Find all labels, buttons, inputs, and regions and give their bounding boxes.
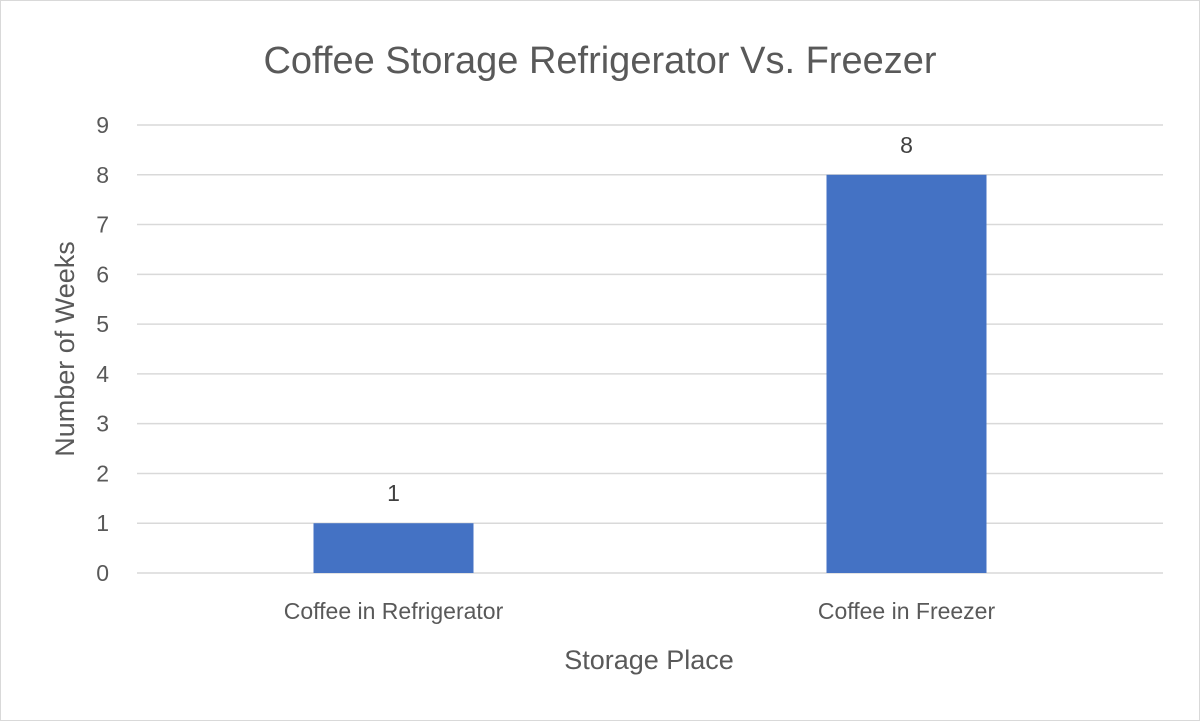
bar bbox=[313, 523, 474, 573]
y-tick-label: 7 bbox=[96, 212, 109, 238]
y-axis-ticks: 0 1 2 3 4 5 6 7 8 9 bbox=[96, 112, 109, 586]
y-tick-label: 4 bbox=[96, 361, 109, 387]
gridlines bbox=[137, 124, 1163, 574]
y-tick-label: 2 bbox=[96, 460, 109, 486]
x-axis-title: Storage Place bbox=[564, 645, 734, 675]
y-tick-label: 6 bbox=[96, 261, 109, 287]
x-tick-label: Coffee in Refrigerator bbox=[284, 598, 504, 624]
y-tick-label: 8 bbox=[96, 162, 109, 188]
x-tick-label: Coffee in Freezer bbox=[818, 598, 996, 624]
chart-title: Coffee Storage Refrigerator Vs. Freezer bbox=[263, 40, 936, 82]
bars bbox=[313, 174, 987, 573]
y-tick-label: 1 bbox=[96, 510, 109, 536]
data-labels: 18 bbox=[387, 132, 913, 506]
y-axis-title: Number of Weeks bbox=[50, 241, 80, 457]
bar bbox=[826, 174, 987, 573]
data-label: 1 bbox=[387, 480, 400, 506]
y-tick-label: 3 bbox=[96, 411, 109, 437]
data-label: 8 bbox=[900, 132, 913, 158]
y-tick-label: 0 bbox=[96, 560, 109, 586]
y-tick-label: 9 bbox=[96, 112, 109, 138]
x-axis-ticks: Coffee in Refrigerator Coffee in Freezer bbox=[284, 598, 996, 624]
y-tick-label: 5 bbox=[96, 311, 109, 337]
